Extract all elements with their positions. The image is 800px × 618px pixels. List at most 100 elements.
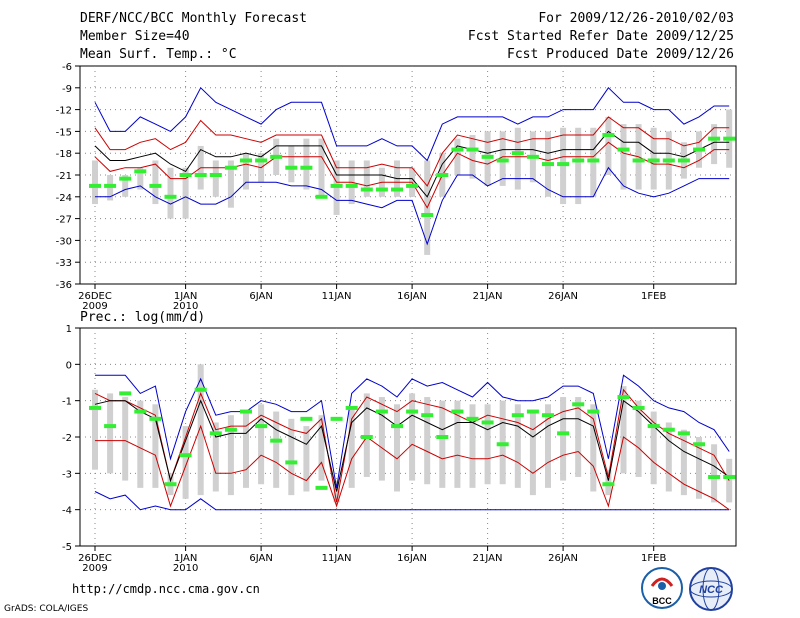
- panel2-xtick-label: 6JAN: [249, 553, 272, 564]
- panel1-series-lower: [94, 141, 730, 209]
- panel1-observed-marker: [708, 136, 721, 141]
- panel1-observed-marker: [194, 173, 207, 177]
- panel2-spread-box: [243, 411, 249, 488]
- panel2-spread-box: [635, 400, 642, 477]
- panel2-spread-box: [665, 422, 672, 492]
- panel1-spread-box: [514, 127, 521, 190]
- chart-title: DERF/NCC/BCC Monthly Forecast: [80, 11, 307, 26]
- panel1-spread-box: [288, 145, 295, 183]
- bcc-logo-text: BCC: [652, 596, 672, 606]
- panel2-observed-marker: [662, 427, 675, 432]
- panel1-observed-marker: [511, 151, 524, 156]
- panel1-spread-box: [152, 160, 159, 205]
- grads-credit: GrADS: COLA/IGES: [4, 604, 89, 614]
- panel1-spread-box: [243, 153, 249, 190]
- panel1-spread-box: [454, 138, 461, 175]
- panel1-xtick-year: 2010: [173, 301, 198, 312]
- panel1-xtick-label: 21JAN: [473, 291, 503, 302]
- panel2-series-lower: [95, 424, 730, 511]
- panel2-observed-marker: [391, 424, 403, 429]
- panel2-observed-marker: [360, 435, 373, 439]
- panel2-observed-marker: [285, 460, 298, 465]
- panel2-spread-box: [484, 404, 491, 485]
- panel2-observed-marker: [632, 405, 645, 410]
- panel1-observed-marker: [557, 162, 570, 167]
- panel2-observed-marker: [451, 409, 464, 414]
- panel2-spread-box: [122, 397, 129, 481]
- panel1-observed-marker: [240, 158, 252, 163]
- panel1-observed-marker: [255, 158, 268, 163]
- panel1-observed-marker: [360, 187, 373, 192]
- panel2-spread-box: [560, 397, 567, 481]
- panel2-observed-marker: [315, 485, 328, 490]
- panel1-observed-marker: [391, 187, 403, 192]
- panel2-spread-box: [107, 393, 114, 474]
- bcc-logo: BCC: [640, 566, 684, 610]
- panel1-ytick-label: -24: [56, 193, 72, 204]
- panel1-spread-box: [303, 138, 310, 190]
- panel2-spread-box: [212, 422, 219, 492]
- panel1-observed-marker: [209, 173, 222, 177]
- panel2-observed-marker: [436, 435, 449, 439]
- panel2-ytick-label: -3: [62, 469, 72, 480]
- panel1-spread-box: [363, 160, 370, 197]
- panel2-spread-box: [273, 411, 280, 488]
- panel2-ytick-label: -2: [62, 433, 72, 444]
- panel2-observed-marker: [240, 409, 252, 414]
- panel2-xtick-label: 1JAN: [174, 553, 197, 564]
- panel1-observed-marker: [164, 194, 177, 199]
- panel1-observed-marker: [375, 187, 388, 192]
- panel1-spread-box: [227, 160, 234, 208]
- panel2-observed-marker: [300, 416, 313, 421]
- panel2-spread-box: [514, 404, 521, 488]
- panel1-spread-box: [318, 138, 325, 197]
- panel2-spread-box: [545, 404, 551, 488]
- precip-panel-title: Prec.: log(mm/d): [80, 310, 206, 325]
- panel2-spread-box: [469, 404, 476, 488]
- panel2-observed-marker: [647, 424, 660, 429]
- panel1-ytick-label: -9: [62, 84, 72, 95]
- panel1-observed-marker: [345, 183, 358, 188]
- panel1-observed-marker: [526, 154, 539, 159]
- panel1-observed-marker: [481, 154, 494, 159]
- panel1-observed-marker: [149, 183, 162, 188]
- panel2-observed-marker: [224, 427, 237, 432]
- panel1-observed-marker: [723, 136, 736, 141]
- panel1-ytick-label: -30: [56, 236, 72, 247]
- panel2-ytick-label: -5: [62, 542, 72, 553]
- panel1-observed-marker: [496, 158, 509, 163]
- panel2-spread-box: [182, 426, 189, 499]
- panel2-spread-box: [424, 397, 431, 485]
- panel2-observed-marker: [617, 395, 630, 400]
- panel1-spread-box: [137, 167, 144, 190]
- panel2-spread-box: [303, 426, 310, 492]
- panel1-ytick-label: -33: [56, 258, 72, 269]
- source-url[interactable]: http://cmdp.ncc.cma.gov.cn: [72, 582, 260, 596]
- panel2-observed-marker: [466, 416, 479, 421]
- panel1-xtick-label: 11JAN: [322, 291, 352, 302]
- panel2-observed-marker: [511, 413, 524, 418]
- panel1-observed-marker: [542, 162, 554, 167]
- panel2-ytick-label: 1: [66, 324, 72, 335]
- panel1-ytick-label: -27: [56, 215, 72, 226]
- panel1-observed-marker: [617, 147, 630, 152]
- panel1-spread-box: [122, 175, 129, 197]
- panel2-observed-marker: [134, 409, 147, 414]
- fcst-produced-date: Fcst Produced Date 2009/12/26: [507, 47, 734, 62]
- panel1-series-min: [95, 166, 730, 246]
- member-size: Member Size=40: [80, 29, 190, 44]
- panel2-spread-box: [439, 400, 446, 488]
- panel2-observed-marker: [149, 416, 162, 421]
- panel2-spread-box: [696, 437, 702, 499]
- panel1-observed-marker: [315, 194, 328, 199]
- panel1-observed-marker: [179, 173, 192, 177]
- panel1-ytick-label: -36: [56, 280, 72, 291]
- panel2-observed-marker: [375, 409, 388, 414]
- panel1-xtick-label: 16JAN: [397, 291, 427, 302]
- panel2-spread-box: [137, 400, 144, 488]
- panel2-observed-marker: [693, 442, 705, 447]
- panel2-spread-box: [318, 415, 325, 481]
- panel2-spread-box: [288, 418, 295, 496]
